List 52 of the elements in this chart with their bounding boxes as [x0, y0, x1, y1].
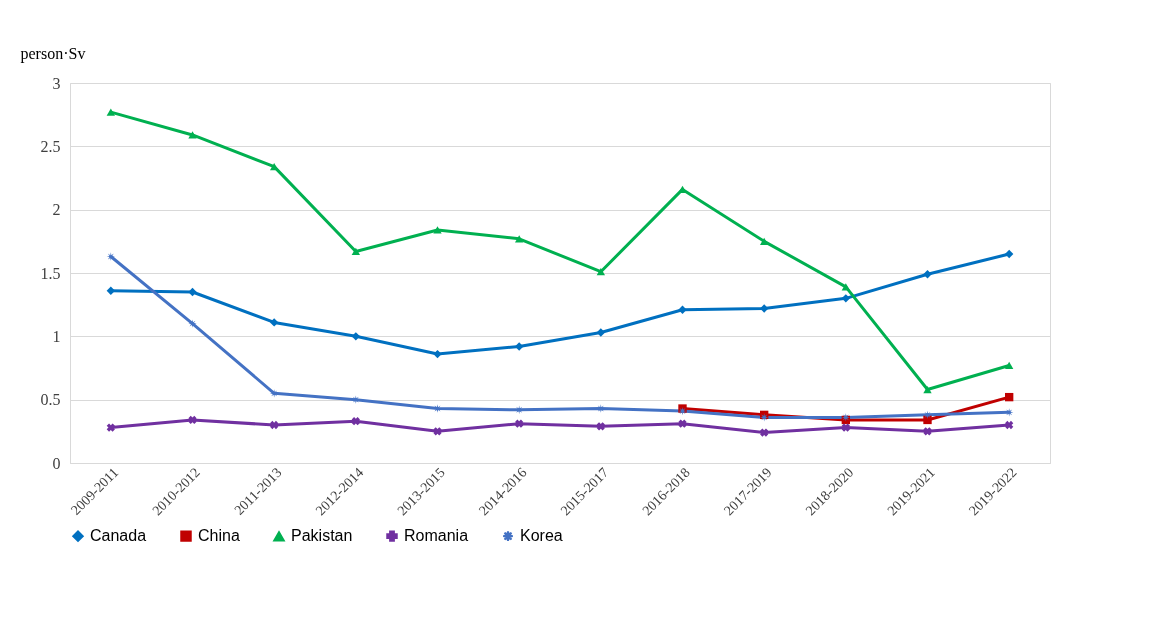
point: [596, 328, 606, 337]
point: [515, 419, 524, 428]
y-tick-label: 2: [52, 201, 61, 219]
y-tick-label: 1: [52, 327, 61, 345]
y-tick-label: 0.5: [40, 391, 61, 409]
point: [433, 226, 442, 234]
point: [188, 131, 197, 139]
point: [351, 332, 361, 341]
point: [841, 283, 851, 291]
point: [841, 423, 850, 432]
point: [433, 349, 442, 359]
point: [1004, 249, 1014, 259]
point: [759, 304, 769, 313]
point: [188, 287, 197, 297]
point: [514, 235, 524, 243]
legend-label: Romania: [404, 527, 469, 545]
point: [596, 422, 605, 431]
y-tick-label: 2.5: [40, 137, 61, 155]
point: [759, 237, 769, 245]
point: [1004, 361, 1014, 370]
point: [678, 305, 687, 314]
point: [1005, 420, 1014, 430]
legend-label: Korea: [520, 527, 563, 545]
point: [269, 162, 279, 171]
point: [596, 268, 606, 276]
point: [760, 428, 769, 437]
point: [433, 404, 442, 413]
y-tick-label: 0: [52, 454, 61, 472]
legend-label: Pakistan: [291, 527, 353, 545]
point: [923, 427, 932, 436]
point: [923, 410, 932, 420]
point: [106, 108, 116, 116]
point: [678, 419, 687, 428]
legend-label: Canada: [90, 527, 147, 545]
y-tick-label: 3: [52, 74, 61, 92]
point: [923, 415, 932, 425]
point: [106, 252, 116, 261]
point: [270, 420, 279, 430]
point: [106, 423, 115, 432]
point: [923, 270, 932, 279]
point: [188, 319, 197, 328]
point: [514, 342, 524, 351]
legend-label: China: [198, 527, 240, 545]
y-tick-label: 1.5: [40, 264, 61, 282]
point: [269, 318, 279, 327]
point: [923, 385, 932, 394]
point: [1004, 392, 1014, 402]
point: [841, 294, 851, 303]
y-axis-title: person·Sv: [20, 44, 86, 63]
point: [433, 427, 442, 436]
point: [351, 247, 361, 256]
point: [351, 417, 360, 426]
